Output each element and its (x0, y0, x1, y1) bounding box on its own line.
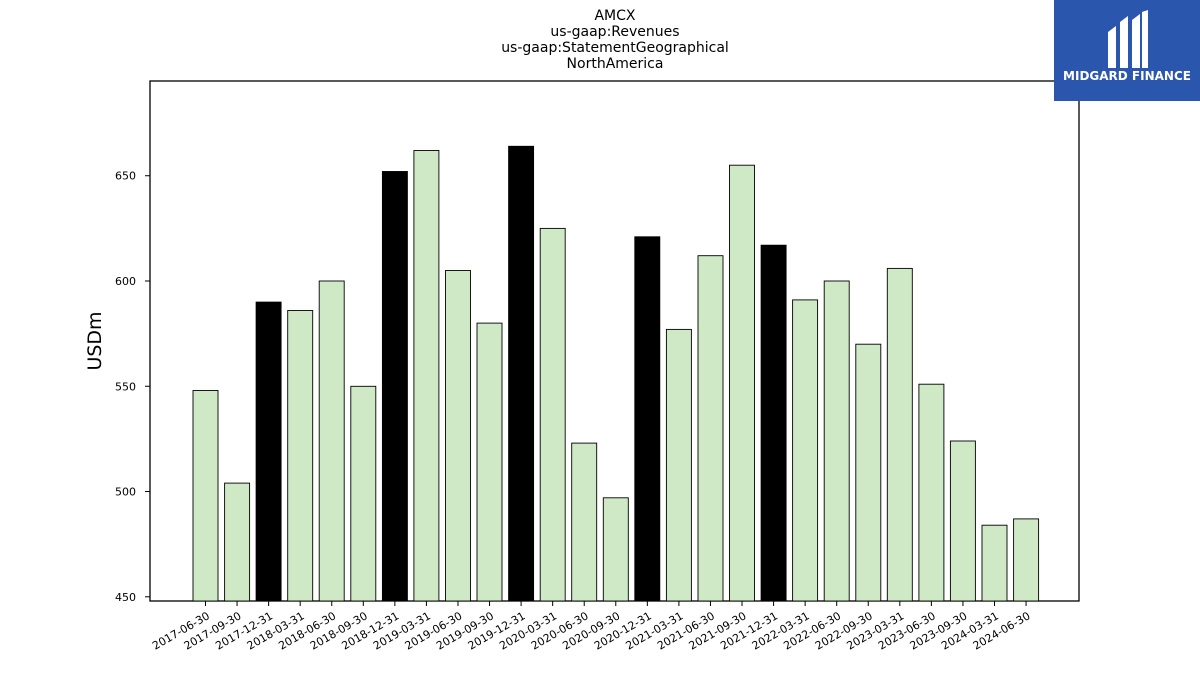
chart-title-line: us-gaap:Revenues (550, 24, 679, 40)
bar-2023-09-30 (949, 440, 976, 602)
bar-2020-06-30 (571, 442, 598, 602)
y-tick-label: 450 (115, 591, 136, 604)
chart-title-line: NorthAmerica (567, 56, 664, 72)
bar-2017-06-30 (192, 390, 219, 602)
bar-2024-06-30 (1013, 518, 1040, 602)
y-axis-label: USDm (84, 311, 106, 370)
logo-text: MIDGARD FINANCE (1063, 69, 1191, 83)
bar-2019-09-30 (476, 322, 503, 602)
bars (192, 145, 1040, 602)
chart-title-line: AMCX (594, 8, 635, 24)
bar-2023-03-31 (886, 267, 913, 602)
y-axis: 450 500 550 600 650 (115, 170, 150, 604)
bar-2023-06-30 (918, 383, 945, 602)
bar-2022-06-30 (823, 280, 850, 602)
midgard-logo-icon (1108, 10, 1148, 68)
bar-2020-09-30 (602, 497, 629, 602)
bar-2019-06-30 (445, 270, 471, 602)
bar-2018-09-30 (350, 385, 377, 602)
bar-2021-09-30 (729, 164, 755, 602)
bar-2017-09-30 (224, 482, 251, 602)
bar-2017-12-31 (255, 301, 282, 602)
bar-2018-06-30 (318, 280, 345, 602)
brand-logo: MIDGARD FINANCE (1054, 0, 1200, 101)
bar-2021-12-31 (760, 244, 787, 602)
y-tick-label: 650 (115, 170, 136, 183)
y-tick-label: 600 (115, 275, 136, 288)
bar-2020-12-31 (634, 236, 661, 602)
y-tick-label: 550 (115, 380, 136, 393)
chart-title: AMCXus-gaap:Revenuesus-gaap:StatementGeo… (501, 8, 729, 72)
bar-2024-03-31 (981, 524, 1008, 602)
bar-2018-12-31 (381, 171, 408, 602)
x-axis: 2017-06-302017-09-302017-12-312018-03-31… (150, 601, 1033, 653)
bar-2021-06-30 (697, 255, 724, 602)
bar-2022-09-30 (855, 343, 882, 602)
bar-2021-03-31 (665, 328, 692, 602)
bar-2022-03-31 (792, 299, 819, 602)
bar-2018-03-31 (287, 310, 314, 602)
bar-2020-03-31 (539, 227, 566, 602)
y-tick-label: 500 (115, 486, 136, 499)
chart-title-line: us-gaap:StatementGeographical (501, 40, 729, 56)
bar-2019-12-31 (508, 145, 535, 602)
bar-2019-03-31 (413, 150, 440, 602)
